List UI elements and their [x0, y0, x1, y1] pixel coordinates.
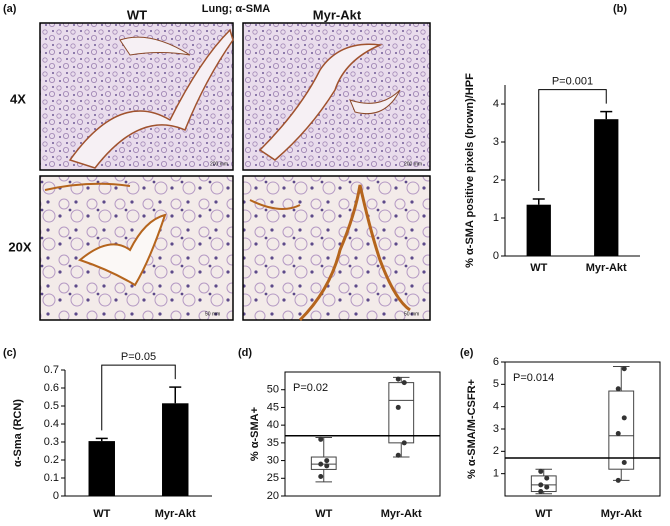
bar — [162, 403, 189, 496]
data-point — [621, 415, 627, 421]
data-point — [538, 468, 544, 474]
x-tick-label: Myr-Akt — [586, 262, 627, 274]
y-tick-label: 0 — [53, 490, 59, 502]
micrograph: 50 mm — [242, 175, 431, 322]
panel-label: (d) — [238, 347, 252, 359]
panel-label: (a) — [3, 3, 17, 15]
data-point — [324, 463, 330, 469]
y-tick-label: 1 — [493, 212, 499, 224]
y-tick-label: 3 — [493, 423, 499, 435]
data-point — [621, 366, 627, 372]
y-tick-label: 5 — [493, 378, 499, 390]
data-point — [615, 477, 621, 483]
data-point — [324, 458, 330, 464]
y-tick-label: 50 — [267, 384, 279, 396]
y-tick-label: 2 — [493, 174, 499, 186]
micrograph: 200 mm — [242, 22, 431, 171]
scale-bar-label: 50 mm — [205, 311, 220, 317]
scale-bar-label: 200 mm — [404, 161, 422, 167]
data-point — [318, 461, 324, 467]
y-tick-label: 3 — [493, 136, 499, 148]
row-label: 20X — [8, 239, 31, 254]
x-tick-label: WT — [315, 508, 332, 520]
row-label: 4X — [10, 91, 26, 106]
p-value: P=0.05 — [121, 351, 156, 363]
y-axis-label: α-Sma (RCN) — [12, 399, 24, 467]
y-tick-label: 6 — [493, 356, 499, 368]
plot-frame — [284, 371, 441, 497]
p-value: P=0.02 — [293, 382, 328, 394]
box — [608, 390, 635, 470]
data-point — [401, 380, 407, 386]
y-tick-label: 30 — [267, 454, 279, 466]
data-point — [544, 475, 550, 481]
data-point — [318, 474, 324, 480]
bar — [88, 441, 115, 496]
y-axis-label: % α-SMA/M-CSFR+ — [466, 379, 478, 479]
data-point — [615, 386, 621, 392]
data-point — [395, 452, 401, 458]
y-tick-label: 1 — [493, 468, 499, 480]
y-tick-label: 0.7 — [44, 364, 59, 376]
y-tick-label: 20 — [267, 490, 279, 502]
panel-label: (c) — [3, 347, 17, 359]
panel-title: Lung; α-SMA — [202, 3, 271, 15]
data-point — [318, 436, 324, 442]
y-tick-label: 0.4 — [44, 418, 59, 430]
micrograph: 200 mm — [39, 22, 234, 171]
column-label: Myr-Akt — [313, 7, 362, 22]
box — [530, 475, 557, 493]
y-tick-label: 0 — [493, 250, 499, 262]
x-tick-label: Myr-Akt — [381, 508, 422, 520]
micrograph: 50 mm — [39, 175, 234, 321]
data-point — [621, 460, 627, 465]
y-axis-label: % α-SMA+ — [249, 407, 261, 461]
y-tick-label: 0.2 — [44, 454, 59, 466]
column-label: WT — [127, 7, 147, 22]
p-value: P=0.001 — [552, 76, 593, 88]
y-tick-label: 2 — [493, 445, 499, 457]
x-tick-label: Myr-Akt — [155, 508, 196, 520]
scale-bar-label: 50 mm — [404, 311, 419, 317]
y-tick-label: 40 — [267, 419, 279, 431]
bar — [526, 204, 551, 256]
x-tick-label: Myr-Akt — [601, 508, 642, 520]
data-point — [538, 489, 544, 495]
significance-bracket — [101, 364, 176, 431]
x-tick-label: WT — [530, 262, 547, 274]
data-point — [395, 376, 401, 382]
data-point — [615, 430, 621, 436]
y-axis-label: % α-SMA positive pixels (brown)/HPF — [464, 73, 476, 268]
panel-label: (b) — [613, 3, 627, 15]
box — [310, 456, 337, 470]
p-value: P=0.014 — [513, 372, 554, 384]
y-tick-label: 35 — [267, 437, 279, 449]
significance-bracket — [538, 89, 607, 191]
data-point — [395, 404, 401, 410]
data-point — [544, 484, 550, 490]
y-tick-label: 45 — [267, 401, 279, 413]
y-tick-label: 0.6 — [44, 382, 59, 394]
y-tick-label: 0.3 — [44, 436, 59, 448]
box — [388, 382, 415, 444]
x-tick-label: WT — [535, 508, 552, 520]
y-tick-label: 0.1 — [44, 472, 59, 484]
x-tick-label: WT — [93, 508, 110, 520]
y-tick-label: 4 — [493, 98, 499, 110]
scale-bar-label: 200 mm — [210, 161, 228, 167]
data-point — [538, 482, 544, 488]
data-point — [401, 440, 407, 446]
y-tick-label: 4 — [493, 401, 499, 413]
panel-label: (e) — [460, 347, 474, 359]
y-tick-label: 0.5 — [44, 400, 59, 412]
bar — [594, 119, 619, 256]
y-tick-label: 25 — [267, 472, 279, 484]
